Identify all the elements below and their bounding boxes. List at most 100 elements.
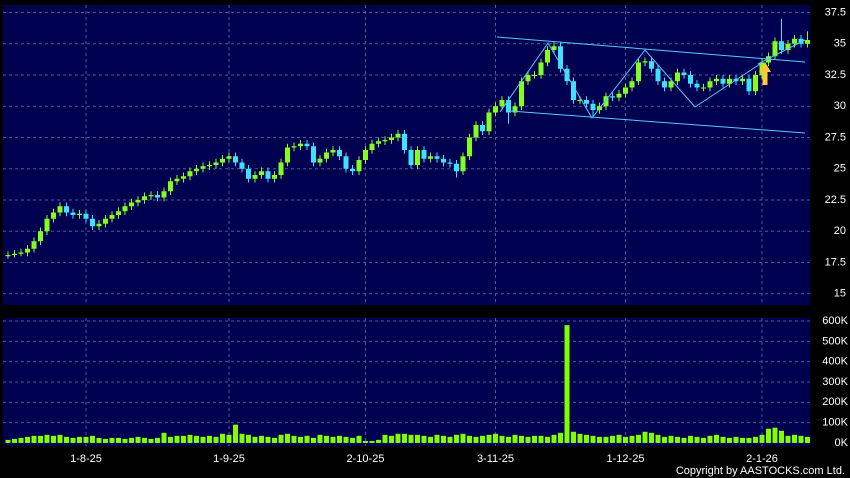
volume-bar: [200, 436, 206, 443]
volume-bar: [330, 436, 336, 443]
volume-bar: [265, 436, 271, 443]
candle-body: [142, 196, 147, 200]
volume-bar: [798, 435, 804, 443]
volume-bar: [96, 437, 102, 443]
trend-line: [757, 39, 806, 65]
candle-body: [194, 168, 199, 172]
y-tick-label: 27.5: [825, 131, 846, 143]
volume-bar: [753, 436, 758, 443]
candle-body: [350, 168, 355, 172]
volume-bar: [246, 434, 251, 443]
volume-bar: [545, 436, 550, 443]
volume-bar: [421, 435, 427, 443]
candle-body: [285, 147, 290, 163]
trend-line: [496, 36, 806, 63]
candle-body: [467, 137, 472, 157]
candle-body: [187, 171, 193, 177]
candle-body: [675, 72, 680, 82]
candle-body: [226, 156, 232, 159]
candle-body: [64, 206, 69, 213]
volume-bar: [291, 435, 297, 443]
volume-bar: [733, 436, 739, 443]
volume-bar: [18, 437, 24, 443]
candle-body: [129, 202, 134, 207]
volume-bar: [473, 436, 479, 443]
volume-bar: [759, 434, 765, 443]
volume-bar: [772, 427, 778, 443]
volume-bar: [681, 437, 687, 443]
volume-bar: [538, 435, 544, 443]
volume-bar: [304, 435, 310, 443]
volume-bar: [298, 436, 303, 443]
volume-bar: [740, 437, 745, 443]
volume-bar: [779, 430, 784, 443]
volume-bar: [649, 432, 654, 443]
candle-body: [31, 241, 37, 249]
candle-body: [486, 112, 492, 132]
volume-bar: [707, 435, 713, 443]
volume-tick-label: 600K: [822, 315, 848, 327]
volume-tick-label: 400K: [822, 356, 848, 368]
volume-tick-label: 500K: [822, 335, 848, 347]
volume-bar: [83, 436, 89, 443]
candle-body: [805, 40, 810, 44]
volume-bar: [38, 435, 43, 443]
candle-body: [720, 78, 726, 84]
candle-body: [70, 212, 76, 215]
volume-bar: [486, 434, 492, 443]
candle-body: [408, 150, 414, 165]
candle-body: [109, 215, 115, 219]
volume-bar: [337, 435, 342, 443]
volume-bar: [376, 439, 381, 443]
volume-bar: [408, 434, 414, 443]
candle-body: [77, 213, 82, 215]
volume-bar: [70, 437, 76, 443]
candle-body: [363, 150, 368, 160]
candle-body: [532, 75, 537, 76]
price-panel: [3, 5, 810, 305]
candle-body: [343, 156, 349, 169]
candle-body: [161, 191, 167, 198]
candle-body: [662, 81, 667, 88]
arrow: [759, 62, 771, 85]
candle-body: [584, 100, 589, 104]
volume-bar: [116, 437, 121, 443]
candle-body: [545, 50, 550, 63]
candle-body: [382, 140, 388, 142]
volume-bar: [519, 435, 524, 443]
volume-bar: [12, 438, 17, 443]
volume-bar: [252, 436, 258, 443]
volume-bar: [77, 436, 82, 443]
volume-bar: [603, 436, 609, 443]
candle-body: [135, 200, 141, 203]
candle-body: [506, 100, 511, 113]
candle-body: [551, 46, 557, 50]
candle-body: [18, 252, 24, 254]
candle-body: [649, 61, 654, 69]
candle-body: [441, 158, 446, 163]
volume-bar: [805, 436, 810, 443]
candle-body: [304, 143, 310, 147]
candle-body: [519, 81, 524, 107]
volume-bar: [727, 437, 732, 443]
candle-body: [272, 175, 277, 179]
volume-bar: [590, 435, 596, 443]
volume-bar: [597, 436, 602, 443]
candle-body: [746, 78, 752, 92]
candle-body: [317, 158, 323, 163]
volume-bar: [187, 434, 193, 443]
volume-bar: [564, 325, 570, 443]
candle-body: [714, 78, 719, 82]
candle-body: [688, 75, 693, 84]
volume-bar: [220, 433, 225, 443]
candle-body: [181, 176, 186, 179]
candle-body: [239, 162, 245, 169]
volume-bar: [389, 435, 394, 443]
candle-body: [213, 162, 219, 165]
volume-bar: [447, 436, 453, 443]
candle-body: [38, 231, 43, 242]
volume-bar: [57, 434, 63, 443]
candle-body: [629, 81, 635, 88]
candle-body: [246, 168, 251, 179]
